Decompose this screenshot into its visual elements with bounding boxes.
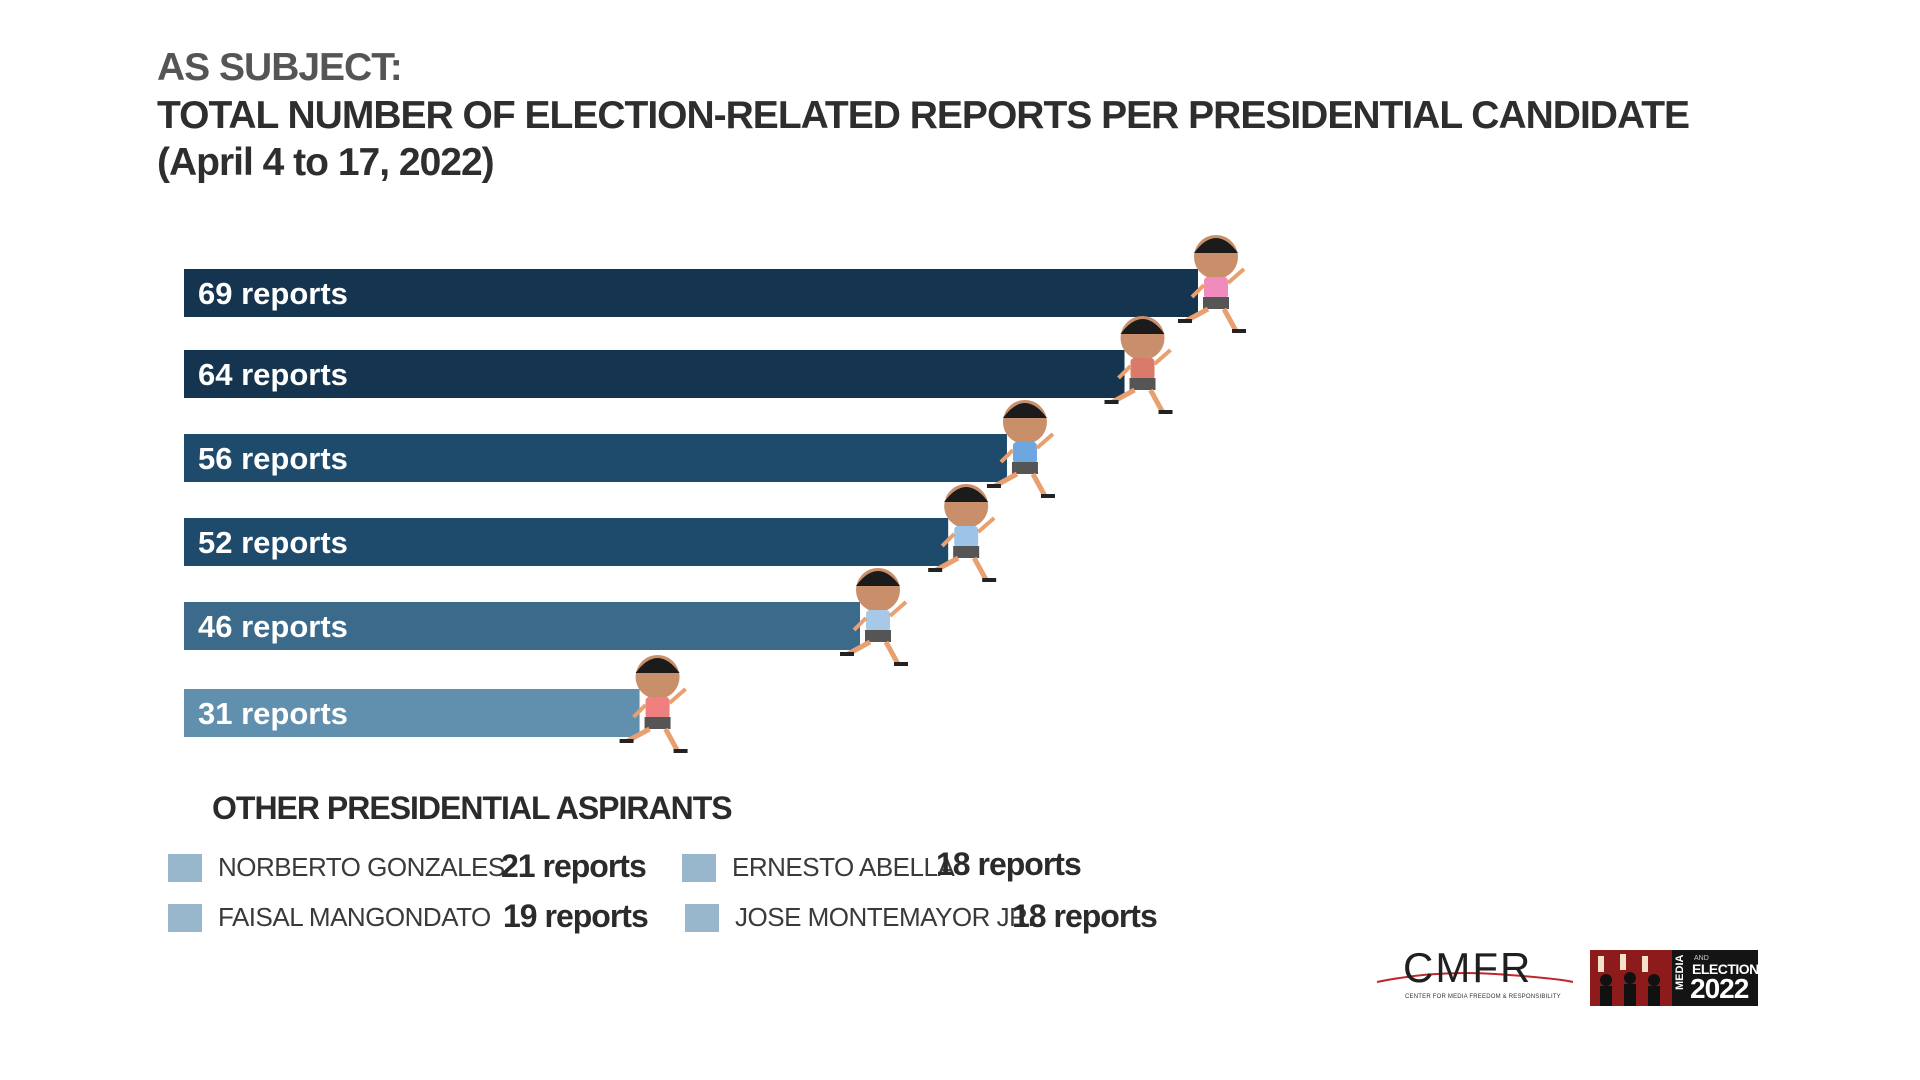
aspirant-name: FAISAL MANGONDATO	[218, 902, 491, 932]
bar-data-label: 56 reports	[198, 441, 348, 476]
running-candidate-icon	[840, 568, 908, 666]
bar	[184, 689, 640, 737]
aspirant-ernesto-abella: ERNESTO ABELLA	[682, 852, 955, 883]
bar	[184, 602, 860, 650]
bar-data-label: 69 reports	[198, 276, 348, 311]
aspirant-count: 21 reports	[501, 848, 647, 884]
bar	[184, 434, 1007, 482]
aspirant-norberto-gonzales: NORBERTO GONZALES	[168, 852, 505, 883]
aspirant-count: 19 reports	[503, 898, 649, 934]
other-aspirants-title: OTHER PRESIDENTIAL ASPIRANTS	[212, 790, 733, 826]
aspirant-count: 18 reports	[1012, 898, 1158, 934]
legend-swatch	[682, 853, 716, 882]
aspirant-count: 18 reports	[936, 846, 1082, 882]
running-candidate-icon	[1104, 316, 1173, 414]
aspirant-name: ERNESTO ABELLA	[732, 852, 955, 882]
bar-data-label: 64 reports	[198, 357, 348, 392]
media-elections-logo: MEDIA AND ELECTIONS 2022	[1590, 950, 1758, 1006]
running-candidate-icon	[619, 655, 688, 753]
aspirant-name: JOSE MONTEMAYOR JR.	[735, 902, 1035, 932]
running-candidate-icon	[928, 484, 997, 582]
legend-swatch	[168, 903, 202, 932]
bar	[184, 518, 949, 566]
media-word: MEDIA	[1674, 954, 1686, 990]
media-elections-art	[1590, 950, 1672, 1006]
bar	[184, 350, 1125, 398]
cmfr-logo: CMFR CENTER FOR MEDIA FREEDOM & RESPONSI…	[1375, 944, 1575, 1010]
bar	[184, 269, 1198, 317]
cmfr-subtitle: CENTER FOR MEDIA FREEDOM & RESPONSIBILIT…	[1405, 994, 1561, 1000]
title-line-2: TOTAL NUMBER OF ELECTION-RELATED REPORTS…	[157, 93, 1690, 137]
bar-data-label: 46 reports	[198, 609, 348, 644]
chart-title: AS SUBJECT: TOTAL NUMBER OF ELECTION-REL…	[157, 44, 1690, 187]
swoosh-icon	[1376, 972, 1574, 983]
and-word: AND	[1694, 955, 1709, 962]
title-line-1: AS SUBJECT:	[157, 46, 403, 89]
elections-word: ELECTIONS	[1692, 961, 1758, 977]
year-word: 2022	[1690, 973, 1749, 1004]
aspirant-name: NORBERTO GONZALES	[218, 852, 505, 882]
legend-swatch	[685, 903, 719, 932]
title-line-3: (April 4 to 17, 2022)	[157, 141, 495, 185]
running-candidate-icon	[1178, 235, 1246, 333]
bar-data-label: 31 reports	[198, 696, 348, 731]
cmfr-wordmark: CMFR	[1403, 944, 1533, 991]
crowd-icon	[1598, 954, 1660, 1006]
running-candidate-icon	[986, 400, 1055, 498]
aspirant-jose-montemayor: JOSE MONTEMAYOR JR.	[685, 902, 1035, 933]
aspirant-faisal-mangondato: FAISAL MANGONDATO	[168, 902, 491, 933]
legend-swatch	[168, 853, 202, 882]
bar-data-label: 52 reports	[198, 525, 348, 560]
